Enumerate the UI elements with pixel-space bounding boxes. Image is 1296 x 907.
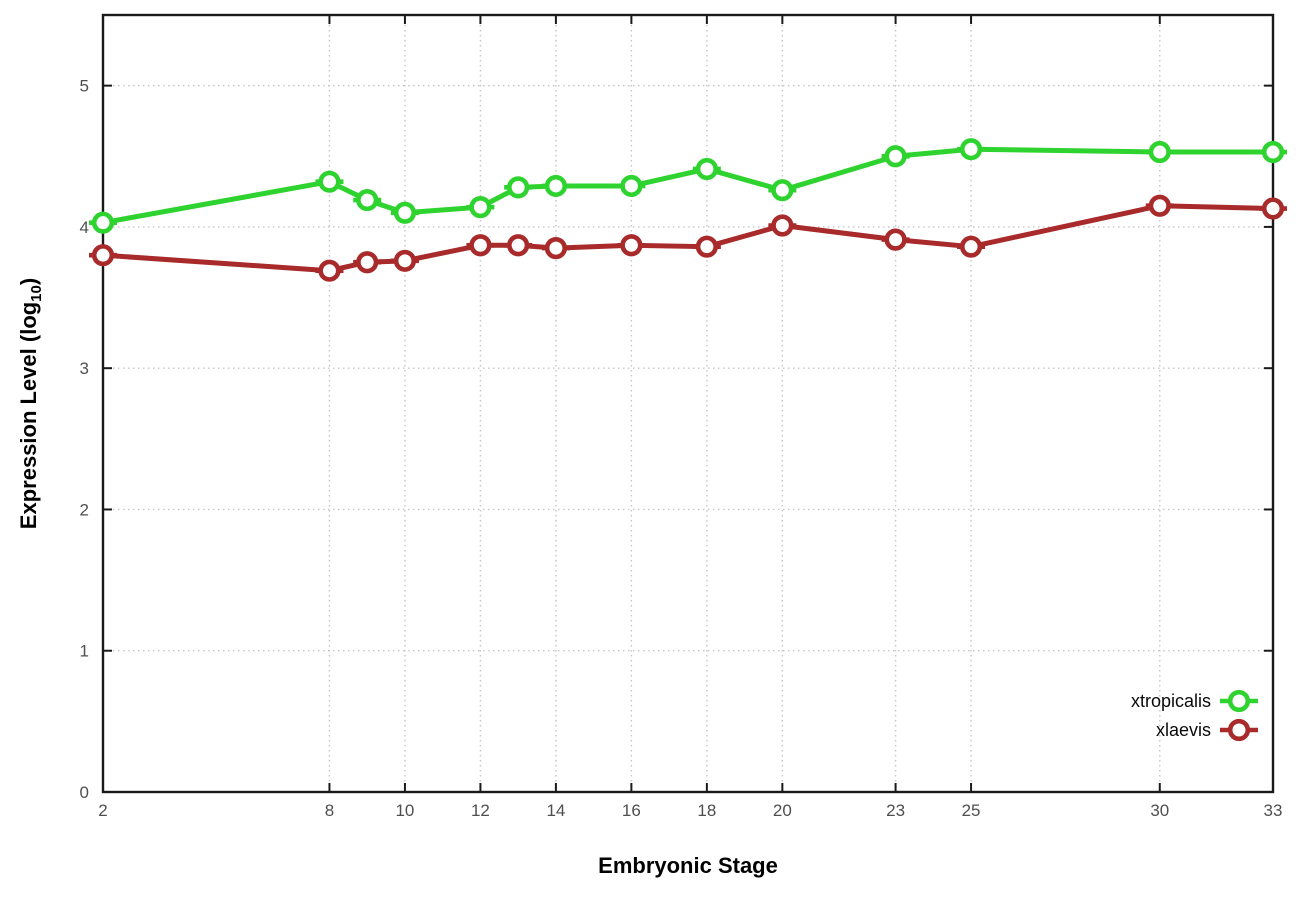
data-point-xlaevis — [318, 259, 341, 282]
data-point-xtropicalis — [91, 211, 115, 234]
data-point-xtropicalis — [959, 138, 983, 161]
data-point-xlaevis — [469, 234, 492, 257]
data-point-xlaevis — [695, 235, 718, 258]
y-tick-label: 5 — [80, 77, 89, 96]
series-line-xtropicalis — [102, 146, 1273, 226]
data-point-xtropicalis — [1148, 140, 1171, 164]
y-tick-label: 1 — [80, 642, 89, 661]
data-point-xtropicalis — [356, 188, 379, 212]
data-point-xlaevis — [884, 228, 907, 251]
data-point-xlaevis — [507, 234, 530, 257]
data-point-xlaevis — [356, 251, 379, 274]
x-axis-label: Embryonic Stage — [598, 853, 778, 878]
x-tick-label: 8 — [325, 801, 334, 820]
legend-marker-xtropicalis — [1227, 689, 1251, 713]
y-tick-label: 2 — [80, 500, 89, 519]
data-point-xtropicalis — [318, 170, 341, 193]
y-tick-label: 3 — [80, 359, 89, 378]
data-point-xlaevis — [91, 244, 115, 267]
data-point-xtropicalis — [771, 179, 794, 202]
x-tick-label: 23 — [886, 801, 905, 820]
data-point-xtropicalis — [695, 157, 718, 181]
data-point-xlaevis — [393, 249, 417, 272]
data-point-xlaevis — [544, 237, 568, 260]
data-point-xlaevis — [1261, 197, 1285, 220]
data-point-xtropicalis — [620, 174, 643, 198]
y-tick-label: 4 — [80, 218, 89, 237]
data-point-xtropicalis — [507, 176, 530, 199]
legend-marker-xlaevis — [1227, 718, 1251, 742]
data-point-xlaevis — [771, 214, 794, 237]
data-point-xtropicalis — [1261, 140, 1285, 164]
x-tick-label: 30 — [1150, 801, 1169, 820]
x-tick-label: 25 — [962, 801, 981, 820]
data-point-xtropicalis — [884, 145, 907, 168]
data-point-xtropicalis — [393, 201, 417, 224]
data-point-xtropicalis — [544, 174, 568, 198]
series-line-xlaevis — [102, 203, 1274, 274]
x-tick-label: 33 — [1264, 801, 1283, 820]
legend-label-xlaevis: xlaevis — [1156, 720, 1211, 740]
y-tick-label: 0 — [80, 783, 89, 802]
x-tick-label: 2 — [98, 801, 107, 820]
data-point-xtropicalis — [469, 196, 492, 219]
x-tick-label: 16 — [622, 801, 641, 820]
x-tick-label: 20 — [773, 801, 792, 820]
x-tick-label: 12 — [471, 801, 490, 820]
data-point-xlaevis — [959, 235, 983, 258]
y-axis-label: Expression Level (log10) — [16, 278, 45, 529]
x-tick-label: 10 — [395, 801, 414, 820]
data-point-xlaevis — [1148, 194, 1171, 217]
data-point-xlaevis — [620, 234, 643, 257]
plot-border — [101, 13, 1275, 794]
x-tick-label: 18 — [697, 801, 716, 820]
x-tick-label: 14 — [546, 801, 565, 820]
legend-label-xtropicalis: xtropicalis — [1131, 691, 1211, 711]
